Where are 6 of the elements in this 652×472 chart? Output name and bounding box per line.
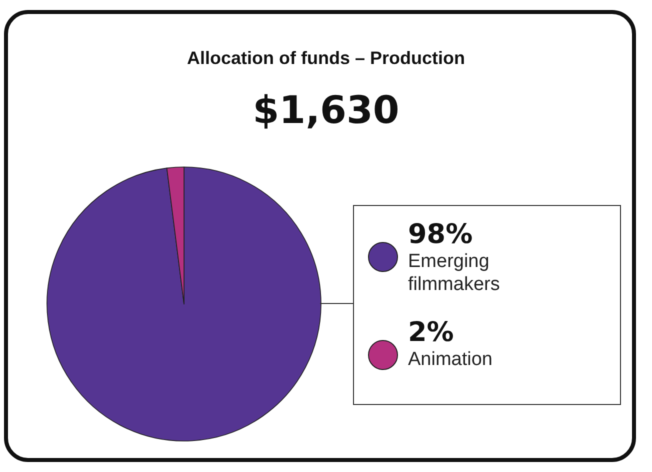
legend-label: Animation — [408, 348, 494, 371]
data-label: 98% — [408, 219, 474, 250]
chart-title: Allocation of funds – Production — [187, 48, 465, 68]
chart-subtitle: $1,630 — [252, 88, 400, 132]
data-label: 2% — [408, 317, 455, 348]
legend-label: Emerging filmmakers — [408, 250, 501, 296]
